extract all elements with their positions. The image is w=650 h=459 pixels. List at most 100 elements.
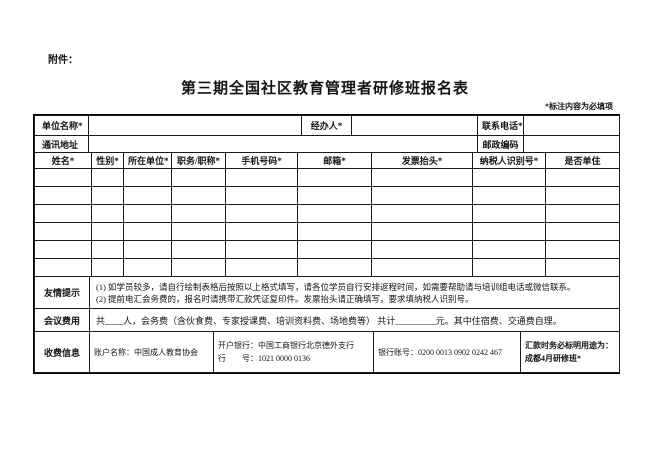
roster-empty-cell [123, 204, 172, 223]
roster-empty-cell [472, 258, 546, 277]
payment-purpose-note: 汇款时务必标明用途为： [525, 341, 613, 350]
address-value-cell [88, 135, 478, 153]
address-label: 通讯地址 [34, 135, 89, 153]
info-table: 单位名称* 经办人* 联系电话* 通讯地址 邮政编码 [34, 115, 620, 153]
roster-empty-cell [171, 204, 226, 223]
roster-empty-cell [91, 258, 124, 277]
header-position: 职务/职称* [171, 152, 226, 169]
roster-empty-cell [371, 204, 473, 223]
agent-label: 经办人* [301, 115, 352, 136]
postcode-value-cell [523, 135, 620, 153]
roster-header-row: 姓名* 性别* 所在单位* 职务/职称* 手机号码* 邮箱* 发票抬头* 纳税人… [34, 152, 620, 169]
roster-empty-cell [225, 258, 298, 277]
roster-empty-row [34, 222, 620, 241]
roster-empty-cell [225, 168, 298, 187]
header-work-unit: 所在单位* [123, 152, 172, 169]
roster-empty-cell [472, 240, 546, 259]
payment-account-number: 银行账号：0200 0013 0902 0242 467 [378, 347, 502, 357]
roster-empty-cell [123, 168, 172, 187]
tips-line-2: (2) 提前电汇会务费的，报名时请携带汇款凭证复印件。发票抬头请正确填写，要求填… [96, 293, 474, 304]
payment-purpose-value: 成都4月研修班* [525, 354, 581, 363]
contact-phone-label: 联系电话* [477, 115, 524, 136]
header-invoice-title: 发票抬头* [371, 152, 473, 169]
required-fields-note: *标注内容为必填项 [545, 102, 613, 111]
header-name: 姓名* [34, 152, 92, 169]
agent-value-cell [351, 115, 478, 136]
tips-line-1: (1) 如学员较多，请自行绘制表格后按照以上格式填写，请各位学员自行安排返程时间… [96, 281, 576, 292]
tips-content: (1) 如学员较多，请自行绘制表格后按照以上格式填写，请各位学员自行安排返程时间… [89, 276, 620, 309]
payment-account-name: 账户名称：中国成人教育协会 [94, 347, 198, 357]
roster-empty-cell [371, 240, 473, 259]
roster-empty-cell [34, 258, 92, 277]
roster-empty-cell [34, 168, 92, 187]
header-mobile: 手机号码* [225, 152, 298, 169]
roster-empty-cell [225, 240, 298, 259]
roster-empty-cell [91, 186, 124, 205]
roster-empty-cell [545, 186, 620, 205]
roster-empty-cell [225, 222, 298, 241]
roster-empty-cell [123, 222, 172, 241]
page-title: 第三期全国社区教育管理者研修班报名表 [180, 81, 469, 97]
roster-empty-cell [171, 240, 226, 259]
roster-empty-cell [225, 204, 298, 223]
roster-empty-cell [225, 186, 298, 205]
fee-label: 会议费用 [34, 308, 90, 332]
roster-empty-cell [91, 168, 124, 187]
fee-table: 会议费用 共____人，会务费（含伙食费、专家授课费、培训资料费、场地费等） 共… [34, 308, 620, 332]
roster-empty-cell [545, 204, 620, 223]
roster-empty-cell [371, 168, 473, 187]
payment-purpose-cell: 汇款时务必标明用途为： 成都4月研修班* [520, 331, 620, 373]
roster-empty-cell [171, 168, 226, 187]
roster-empty-row [34, 186, 620, 205]
roster-empty-cell [545, 240, 620, 259]
roster-empty-cell [123, 186, 172, 205]
tips-label: 友情提示 [34, 276, 90, 309]
header-taxpayer-id: 纳税人识别号* [472, 152, 546, 169]
roster-empty-cell [123, 258, 172, 277]
roster-empty-cell [472, 222, 546, 241]
roster-empty-cell [171, 222, 226, 241]
postcode-label: 邮政编码 [477, 135, 524, 153]
payment-bank-cell: 开户银行：中国工商银行北京德外支行 行 号：1021 0000 0136 [213, 331, 374, 373]
payment-bank-name: 开户银行：中国工商银行北京德外支行 [218, 341, 354, 350]
roster-empty-row [34, 258, 620, 277]
roster-empty-cell [371, 186, 473, 205]
tips-table: 友情提示 (1) 如学员较多，请自行绘制表格后按照以上格式填写，请各位学员自行安… [34, 276, 620, 309]
unit-name-value-cell [88, 115, 302, 136]
roster-empty-cell [91, 204, 124, 223]
fee-content: 共____人，会务费（含伙食费、专家授课费、培训资料费、场地费等） 共计____… [89, 308, 620, 332]
roster-empty-cell [297, 240, 372, 259]
header-gender: 性别* [91, 152, 124, 169]
header-email: 邮箱* [297, 152, 372, 169]
roster-empty-cell [297, 168, 372, 187]
roster-empty-cell [297, 258, 372, 277]
unit-name-label: 单位名称* [34, 115, 89, 136]
roster-empty-cell [472, 168, 546, 187]
roster-empty-cell [371, 222, 473, 241]
header-single-room: 是否单住 [545, 152, 620, 169]
roster-empty-cell [34, 240, 92, 259]
payment-label: 收费信息 [34, 331, 90, 373]
payment-bank-code: 行 号：1021 0000 0136 [218, 354, 310, 363]
roster-empty-row [34, 204, 620, 223]
roster-empty-cell [297, 222, 372, 241]
registration-form-table: 单位名称* 经办人* 联系电话* 通讯地址 邮政编码 姓名* 性别* 所在单位*… [33, 114, 620, 374]
roster-empty-cell [371, 258, 473, 277]
contact-phone-value-cell [523, 115, 620, 136]
payment-account-name-cell: 账户名称：中国成人教育协会 [89, 331, 214, 373]
roster-empty-cell [34, 222, 92, 241]
roster-table: 姓名* 性别* 所在单位* 职务/职称* 手机号码* 邮箱* 发票抬头* 纳税人… [34, 152, 620, 277]
roster-empty-cell [472, 204, 546, 223]
roster-empty-cell [34, 186, 92, 205]
roster-empty-cell [91, 222, 124, 241]
roster-empty-cell [472, 186, 546, 205]
payment-table: 收费信息 账户名称：中国成人教育协会 开户银行：中国工商银行北京德外支行 行 号… [34, 331, 620, 373]
payment-account-number-cell: 银行账号：0200 0013 0902 0242 467 [373, 331, 521, 373]
roster-empty-cell [297, 186, 372, 205]
roster-empty-cell [123, 240, 172, 259]
roster-empty-cell [545, 258, 620, 277]
roster-empty-row [34, 168, 620, 187]
roster-empty-cell [297, 204, 372, 223]
attachment-label: 附件： [48, 55, 78, 66]
roster-empty-row [34, 240, 620, 259]
